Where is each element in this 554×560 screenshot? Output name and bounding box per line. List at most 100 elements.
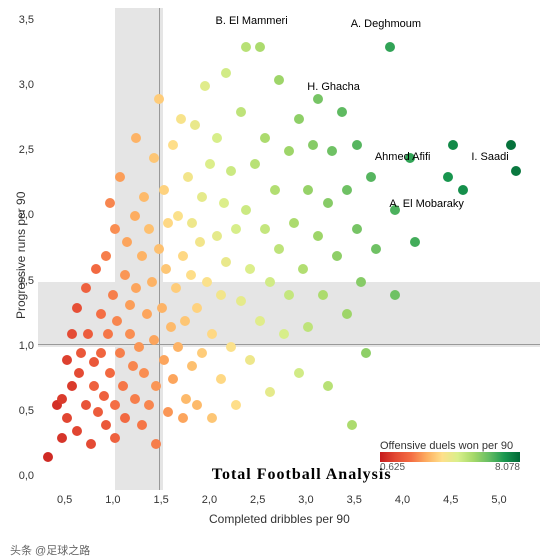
data-point — [356, 277, 366, 287]
x-tick: 2,5 — [250, 494, 265, 506]
data-point — [178, 413, 188, 423]
data-point — [103, 329, 113, 339]
data-point — [105, 198, 115, 208]
data-point — [171, 283, 181, 293]
legend-gradient — [380, 452, 520, 462]
data-point — [81, 400, 91, 410]
data-point — [241, 205, 251, 215]
data-point — [108, 290, 118, 300]
data-point — [105, 368, 115, 378]
legend-max: 8.078 — [495, 462, 520, 473]
x-tick: 4,5 — [443, 494, 458, 506]
data-point — [115, 172, 125, 182]
data-point — [96, 348, 106, 358]
data-point — [173, 211, 183, 221]
data-point — [197, 192, 207, 202]
legend-min: 0.625 — [380, 462, 405, 473]
data-point — [93, 407, 103, 417]
data-point — [125, 300, 135, 310]
data-point — [181, 394, 191, 404]
data-point — [187, 218, 197, 228]
data-point — [313, 94, 323, 104]
y-tick: 1,0 — [19, 340, 34, 352]
data-point — [120, 270, 130, 280]
data-point — [250, 159, 260, 169]
data-point — [147, 277, 157, 287]
data-point — [137, 420, 147, 430]
y-tick: 3,5 — [19, 14, 34, 26]
data-point — [176, 114, 186, 124]
data-point — [231, 224, 241, 234]
x-axis-label: Completed dribbles per 90 — [209, 512, 350, 526]
data-point — [112, 316, 122, 326]
y-tick: 2,5 — [19, 144, 34, 156]
data-point — [190, 120, 200, 130]
data-point — [130, 394, 140, 404]
data-point — [96, 309, 106, 319]
player-label: H. Ghacha — [307, 81, 360, 93]
data-point — [110, 400, 120, 410]
data-point — [352, 224, 362, 234]
data-point — [410, 237, 420, 247]
data-point — [149, 153, 159, 163]
y-tick: 3,0 — [19, 79, 34, 91]
data-point — [200, 81, 210, 91]
data-point — [202, 277, 212, 287]
data-point — [187, 361, 197, 371]
data-point — [219, 198, 229, 208]
data-point — [180, 316, 190, 326]
data-point — [332, 251, 342, 261]
data-point — [443, 172, 453, 182]
data-point — [236, 107, 246, 117]
data-point — [110, 224, 120, 234]
data-point — [352, 140, 362, 150]
data-point — [284, 290, 294, 300]
data-point — [361, 348, 371, 358]
data-point — [74, 368, 84, 378]
data-point — [207, 329, 217, 339]
data-point — [255, 316, 265, 326]
data-point — [57, 394, 67, 404]
data-point — [347, 420, 357, 430]
data-point — [130, 211, 140, 221]
data-point — [128, 361, 138, 371]
data-point — [168, 140, 178, 150]
data-point — [131, 133, 141, 143]
data-point — [245, 355, 255, 365]
data-point — [159, 355, 169, 365]
x-tick: 2,0 — [202, 494, 217, 506]
data-point — [178, 251, 188, 261]
data-point — [67, 381, 77, 391]
data-point — [323, 381, 333, 391]
data-point — [221, 257, 231, 267]
data-point — [72, 303, 82, 313]
data-point — [371, 244, 381, 254]
data-point — [151, 439, 161, 449]
data-point — [43, 452, 53, 462]
player-label: Ahmed Afifi — [375, 151, 431, 163]
y-axis-label: Progressive runs per 90 — [14, 192, 28, 319]
data-point — [166, 322, 176, 332]
x-tick: 4,0 — [395, 494, 410, 506]
data-point — [86, 439, 96, 449]
data-point — [115, 348, 125, 358]
source-attribution: 头条 @足球之路 — [10, 542, 90, 558]
data-point — [448, 140, 458, 150]
data-point — [342, 309, 352, 319]
data-point — [186, 270, 196, 280]
data-point — [163, 407, 173, 417]
data-point — [265, 277, 275, 287]
data-point — [236, 296, 246, 306]
data-point — [231, 400, 241, 410]
data-point — [260, 133, 270, 143]
data-point — [159, 185, 169, 195]
data-point — [154, 244, 164, 254]
y-tick: 0,0 — [19, 470, 34, 482]
data-point — [101, 420, 111, 430]
data-point — [157, 303, 167, 313]
data-point — [294, 368, 304, 378]
x-tick: 1,5 — [154, 494, 169, 506]
data-point — [318, 290, 328, 300]
data-point — [265, 387, 275, 397]
x-tick: 3,5 — [347, 494, 362, 506]
